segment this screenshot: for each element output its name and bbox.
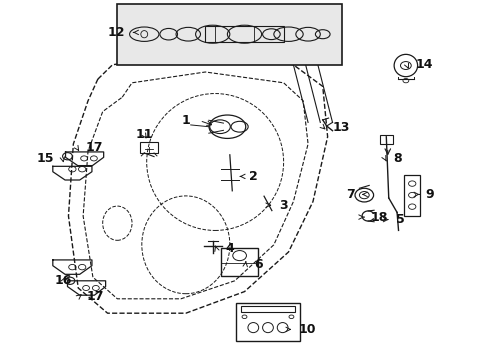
Bar	[404, 175, 419, 216]
Text: 18: 18	[369, 211, 387, 224]
Text: 7: 7	[346, 188, 354, 201]
Bar	[205, 26, 283, 42]
Bar	[221, 248, 258, 276]
Text: 2: 2	[249, 170, 258, 183]
Bar	[241, 306, 294, 312]
Text: 10: 10	[298, 323, 315, 336]
Text: 17: 17	[85, 141, 103, 154]
Text: 13: 13	[332, 121, 349, 134]
Text: 11: 11	[135, 129, 153, 141]
Text: 3: 3	[278, 199, 287, 212]
Text: 8: 8	[393, 152, 402, 165]
Text: 9: 9	[425, 188, 433, 201]
Text: 17: 17	[87, 291, 104, 303]
Text: 5: 5	[395, 213, 404, 226]
Text: 12: 12	[107, 26, 124, 39]
Bar	[117, 4, 342, 65]
Text: 16: 16	[55, 274, 72, 287]
Text: 14: 14	[415, 58, 432, 71]
Text: 6: 6	[254, 258, 263, 271]
Bar	[236, 303, 299, 341]
Text: 4: 4	[224, 242, 233, 255]
Bar	[380, 135, 392, 144]
Text: 15: 15	[36, 152, 54, 165]
Text: 1: 1	[182, 114, 190, 127]
